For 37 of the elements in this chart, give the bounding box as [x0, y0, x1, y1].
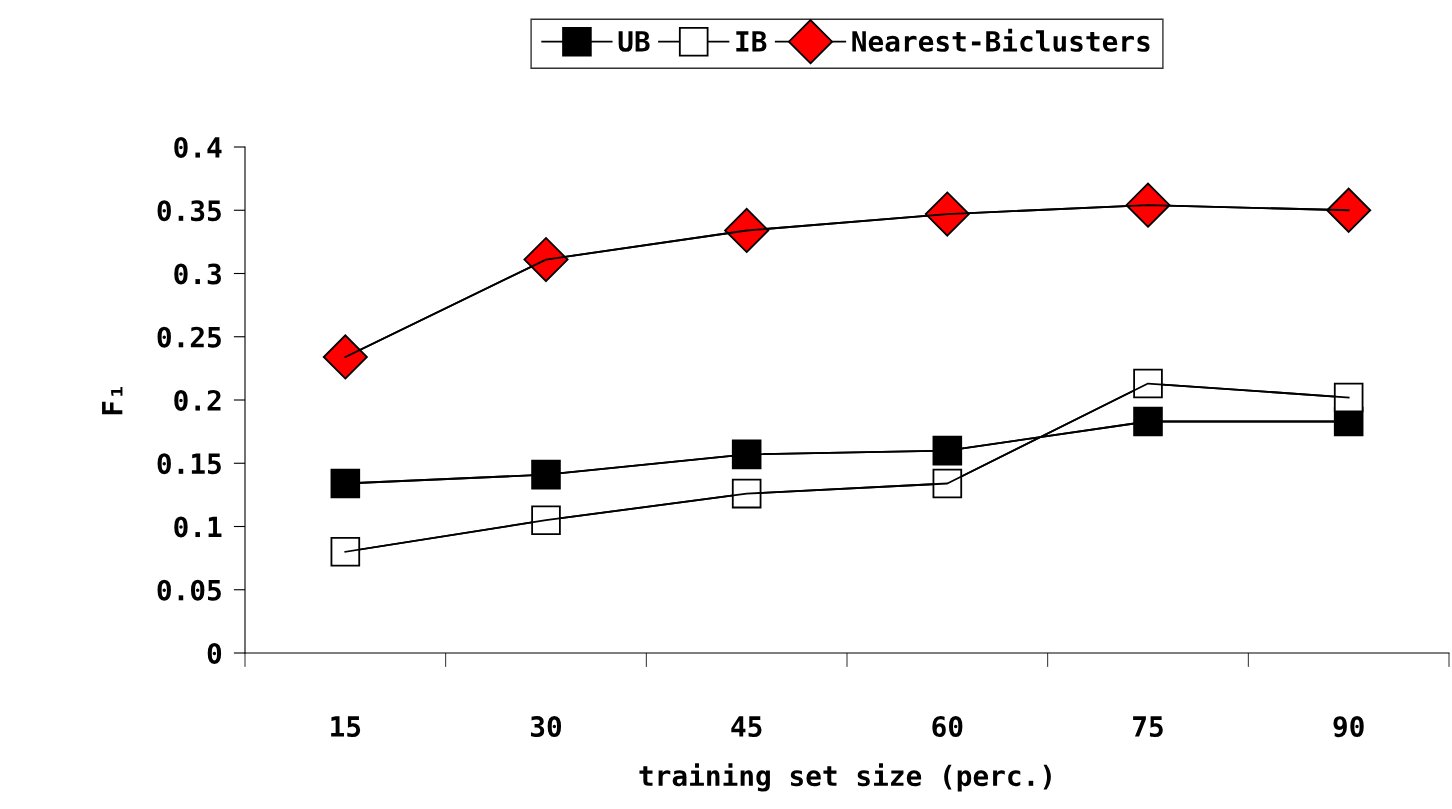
- point: [731, 439, 762, 470]
- y-tick-label: 0.4: [174, 136, 222, 158]
- point: [724, 207, 770, 254]
- x-tick-label: 90: [1333, 715, 1364, 738]
- point: [330, 537, 361, 567]
- y-tick-label: 0: [207, 642, 222, 664]
- legend-label: UB: [618, 31, 650, 52]
- point: [932, 435, 963, 466]
- x-tick-label: 60: [932, 715, 963, 738]
- x-tick-label: 75: [1133, 716, 1163, 737]
- point: [531, 505, 561, 535]
- x-tick-label: 30: [530, 715, 562, 737]
- point: [322, 334, 368, 380]
- point: [731, 478, 762, 509]
- y-tick-label: 0.35: [157, 200, 221, 222]
- point: [1133, 368, 1163, 399]
- point: [1333, 382, 1364, 413]
- x-axis-title: training set size (perc.): [639, 763, 1051, 792]
- point: [932, 468, 963, 499]
- y-tick-label: 0.1: [174, 516, 222, 538]
- y-axis-title: F₁: [102, 386, 123, 415]
- point: [1125, 182, 1171, 228]
- y-tick-label: 0.05: [157, 579, 221, 601]
- y-tick-label: 0.3: [174, 263, 221, 285]
- y-tick-label: 0.2: [174, 389, 221, 411]
- point: [924, 191, 970, 237]
- point: [523, 237, 569, 283]
- x-tick-label: 15: [331, 716, 361, 737]
- y-tick-label: 0.15: [157, 453, 221, 475]
- point: [1133, 406, 1163, 437]
- legend-label: Nearest-Biclusters: [852, 28, 1150, 52]
- point: [330, 468, 361, 499]
- point: [531, 459, 561, 490]
- point: [1326, 187, 1372, 233]
- y-tick-label: 0.25: [157, 326, 221, 348]
- x-tick-label: 45: [731, 716, 762, 737]
- legend-label: IB: [736, 31, 767, 52]
